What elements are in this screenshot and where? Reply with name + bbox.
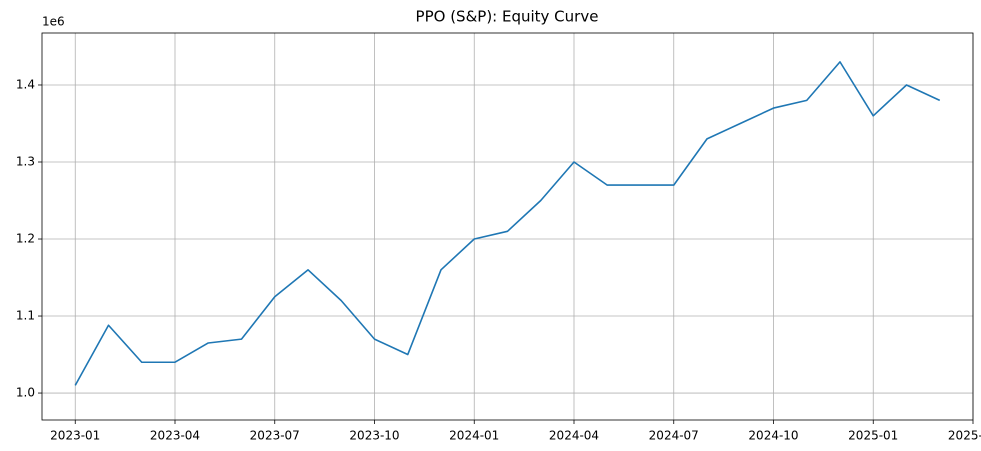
y-tick-label: 1.0 — [16, 386, 35, 400]
y-offset-label: 1e6 — [42, 15, 65, 29]
x-tick-label: 2025-01 — [848, 429, 898, 443]
x-tick-label: 2024-04 — [549, 429, 599, 443]
x-tick-label: 2023-10 — [349, 429, 399, 443]
x-tick-label: 2023-04 — [150, 429, 200, 443]
x-tick-label: 2023-07 — [250, 429, 300, 443]
y-tick-label: 1.2 — [16, 232, 35, 246]
y-tick-label: 1.1 — [16, 309, 35, 323]
equity-line — [74, 61, 941, 386]
y-tick-label: 1.4 — [16, 77, 35, 91]
x-tick-label: 2024-10 — [748, 429, 798, 443]
y-tick-label: 1.3 — [16, 155, 35, 169]
plot-frame — [41, 32, 974, 421]
x-tick-label: 2023-01 — [50, 429, 100, 443]
x-tick-label: 2024-07 — [649, 429, 699, 443]
chart-title: PPO (S&P): Equity Curve — [416, 8, 599, 26]
x-tick-label: 2024-01 — [449, 429, 499, 443]
x-tick-label: 2025-04 — [948, 429, 981, 443]
